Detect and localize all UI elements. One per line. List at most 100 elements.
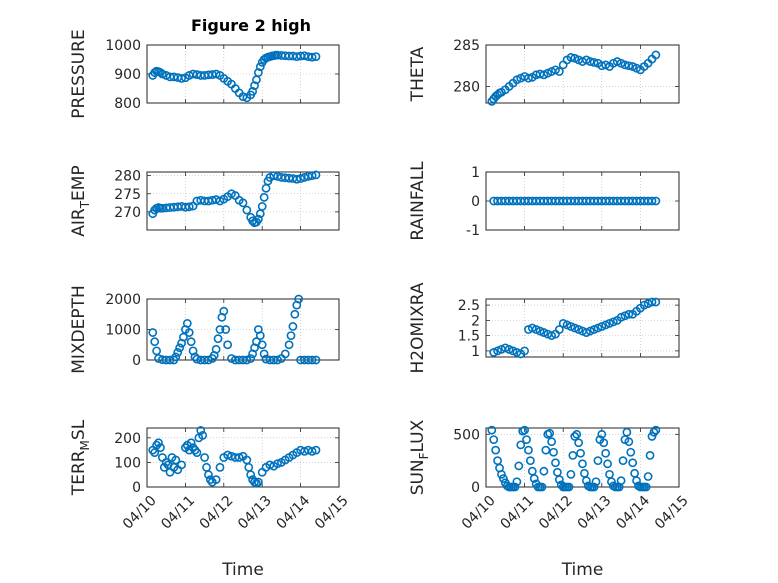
figure-title: Figure 2 high: [191, 16, 311, 35]
airtemp-data-point: [242, 205, 252, 215]
pressure-data-point: [248, 87, 257, 96]
sunflux-data-point: [574, 438, 584, 448]
mixdepth-data-point: [175, 343, 185, 353]
mixdepth-data-point: [150, 337, 160, 347]
pressure-data-point: [255, 62, 265, 72]
pressure-ytick-label: 800: [114, 96, 141, 112]
sunflux-data-point: [566, 469, 576, 479]
pressure-ytick-label: 1000: [105, 38, 141, 54]
airtemp-data-point: [248, 216, 257, 226]
terrmsl-xtick-label: 04/15: [312, 493, 352, 533]
rainfall-ytick-label: -1: [466, 223, 480, 239]
sunflux-data-point: [514, 461, 524, 471]
airtemp-data-point: [257, 202, 267, 211]
mixdepth-data-point: [307, 355, 317, 365]
terrmsl-data-point: [223, 450, 233, 460]
sunflux-xtick-label: 04/11: [497, 493, 537, 533]
mixdepth-data-point: [213, 334, 223, 344]
sunflux-data-point: [581, 476, 591, 486]
mixdepth-data-point: [173, 347, 183, 357]
mixdepth-data-point: [148, 328, 158, 337]
h2omixra-data-point: [554, 325, 564, 334]
mixdepth-ytick-label: 1000: [105, 323, 141, 339]
sunflux-data-point: [643, 472, 653, 481]
sunflux-data-point: [520, 425, 529, 435]
theta-y-axis-label: THETA: [408, 46, 428, 102]
sunflux-data-point: [539, 466, 549, 476]
pressure-data-point: [250, 81, 259, 90]
sunflux-y-axis-label: SUNFLUX: [408, 419, 431, 495]
sunflux-data-point: [651, 425, 661, 435]
terrmsl-xtick-label: 04/10: [120, 493, 160, 533]
h2omixra-ytick-label: 2: [471, 313, 480, 329]
airtemp-data-point: [253, 214, 263, 224]
h2omixra-ytick-label: 1.5: [458, 329, 480, 345]
airtemp-y-axis-label: AIRTEMP: [69, 165, 92, 236]
sunflux-data-point: [522, 435, 531, 444]
mixdepth-y-axis-label: MIXDEPTH: [69, 285, 89, 374]
sunflux-data-point: [541, 445, 551, 455]
pressure-y-axis-label: PRESSURE: [69, 29, 89, 118]
rainfall-y-axis-label: RAINFALL: [408, 161, 428, 241]
sunflux-data-point: [510, 482, 520, 492]
sunflux-xtick-label: 04/14: [613, 493, 653, 533]
sunflux-data-point: [570, 432, 580, 441]
terrmsl-xtick-label: 04/12: [197, 493, 237, 533]
theta-data-point: [524, 73, 533, 83]
mixdepth-ytick-label: 0: [132, 353, 141, 369]
terrmsl-xtick-label: 04/13: [235, 493, 275, 533]
theta-axes-box: [485, 44, 680, 104]
airtemp-ytick-label: 275: [114, 187, 141, 203]
mixdepth-data-point: [221, 325, 231, 334]
sunflux-data-point: [489, 435, 499, 444]
sunflux-data-point: [647, 432, 657, 441]
mixdepth-data-point: [215, 325, 225, 334]
rainfall-data-point: [647, 196, 657, 206]
airtemp-ytick-label: 280: [114, 169, 141, 185]
sunflux-data-point: [597, 429, 607, 439]
mixdepth-data-point: [294, 294, 304, 304]
mixdepth-data-point: [223, 340, 233, 350]
terrmsl-data-point: [154, 438, 163, 448]
terrmsl-data-point: [234, 453, 244, 462]
sunflux-data-point: [601, 448, 611, 458]
theta-data-point: [554, 67, 564, 76]
sunflux-data-point: [616, 476, 626, 486]
sunflux-data-point: [593, 456, 603, 466]
airtemp-data-point: [307, 171, 317, 181]
sunflux-xtick-label: 04/12: [536, 493, 576, 533]
sunflux-data-point: [603, 459, 612, 469]
theta-data-point: [585, 57, 595, 66]
terrmsl-data-point: [215, 462, 225, 472]
sunflux-data-point: [645, 450, 655, 460]
sunflux-data-point: [516, 440, 526, 450]
pressure-data-point: [211, 69, 221, 79]
theta-data-point: [624, 61, 634, 71]
terrmsl-data-point: [192, 448, 202, 457]
subplot-rainfall: -1 0 1 RAINFALL: [408, 161, 680, 241]
sunflux-data-point: [641, 482, 651, 492]
sunflux-data-point: [591, 477, 601, 487]
mixdepth-data-point: [182, 318, 192, 328]
sunflux-data-point: [576, 448, 585, 458]
h2omixra-data-point: [651, 297, 661, 307]
terrmsl-data-point: [186, 438, 196, 448]
sunflux-data-point: [524, 445, 533, 455]
sunflux-ytick-label: 500: [453, 427, 480, 443]
terrmsl-data-point: [198, 430, 208, 440]
pressure-data-point: [253, 68, 263, 77]
terrmsl-ytick-label: 0: [132, 480, 141, 496]
terrmsl-data-point: [156, 443, 165, 453]
theta-data-point: [589, 58, 599, 67]
terrmsl-data-point: [273, 459, 282, 469]
airtemp-data-point: [269, 171, 279, 181]
airtemp-data-point: [311, 170, 321, 180]
theta-data-point: [566, 53, 576, 62]
sunflux-data-point: [599, 438, 609, 448]
terrmsl-data-point: [311, 445, 321, 455]
mixdepth-data-point: [186, 337, 196, 347]
terrmsl-ytick-label: 200: [114, 431, 141, 447]
sunflux-data-point: [589, 482, 599, 492]
theta-data-point: [620, 60, 630, 70]
sunflux-data-point: [547, 437, 557, 447]
